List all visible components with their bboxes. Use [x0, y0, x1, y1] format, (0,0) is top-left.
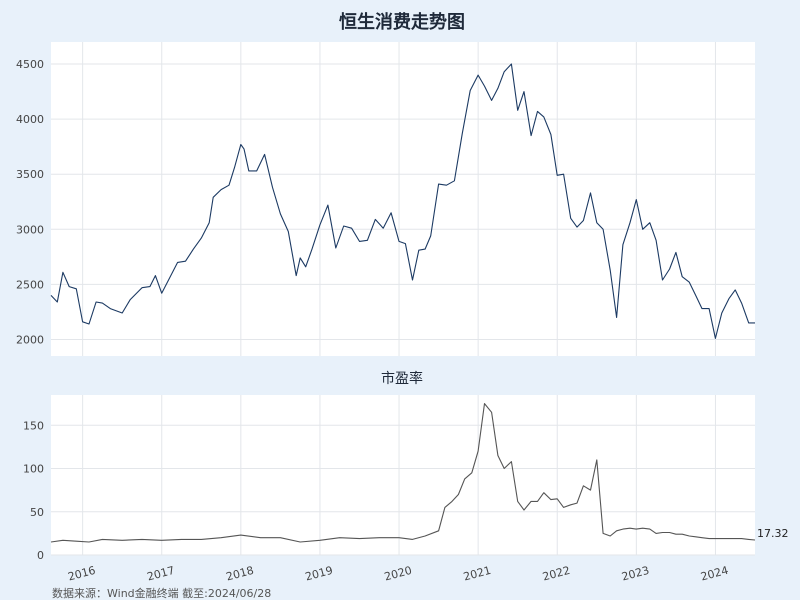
x-tick-label: 2018 — [225, 564, 255, 584]
last-value-label: 17.32 — [757, 527, 789, 540]
top-y-tick-label: 4500 — [16, 58, 44, 71]
x-tick-label: 2021 — [462, 564, 492, 584]
bottom-plot-area — [51, 395, 755, 555]
bottom-y-tick-label: 150 — [23, 419, 44, 432]
top-y-tick-label: 2000 — [16, 333, 44, 346]
bottom-grid — [51, 395, 755, 556]
x-tick-label: 2019 — [304, 564, 334, 584]
bottom-series-line — [50, 403, 756, 543]
x-tick-label: 2020 — [383, 564, 413, 584]
x-tick-label: 2023 — [620, 564, 650, 584]
top-y-tick-label: 2500 — [16, 278, 44, 291]
bottom-y-tick-label: 100 — [23, 463, 44, 476]
x-tick-label: 2022 — [541, 564, 571, 584]
top-y-tick-label: 3000 — [16, 223, 44, 236]
x-tick-label: 2024 — [699, 564, 729, 584]
x-tick-label: 2016 — [67, 564, 97, 584]
x-ticks: 2016 2017 2018 2019 2020 2021 2022 2023 2024 — [67, 564, 730, 584]
x-tick-label: 2017 — [146, 564, 176, 584]
top-y-tick-label: 3500 — [16, 168, 44, 181]
data-source-note: 数据来源：Wind金融终端 截至:2024/06/28 — [52, 586, 271, 600]
top-grid — [51, 42, 755, 356]
bottom-series — [50, 403, 756, 543]
bottom-y-tick-label: 50 — [30, 506, 44, 519]
bottom-chart-title: 市盈率 — [381, 370, 423, 387]
bottom-y-tick-label: 0 — [37, 549, 44, 562]
top-plot-area — [51, 42, 755, 356]
top-series — [50, 63, 755, 339]
top-series-line — [50, 63, 755, 339]
top-chart-title: 恒生消费走势图 — [339, 11, 465, 33]
top-y-ticks: 2000 2500 3000 3500 4000 4500 — [16, 58, 44, 346]
bottom-y-ticks: 0 50 100 150 — [23, 419, 44, 562]
top-y-tick-label: 4000 — [16, 113, 44, 126]
